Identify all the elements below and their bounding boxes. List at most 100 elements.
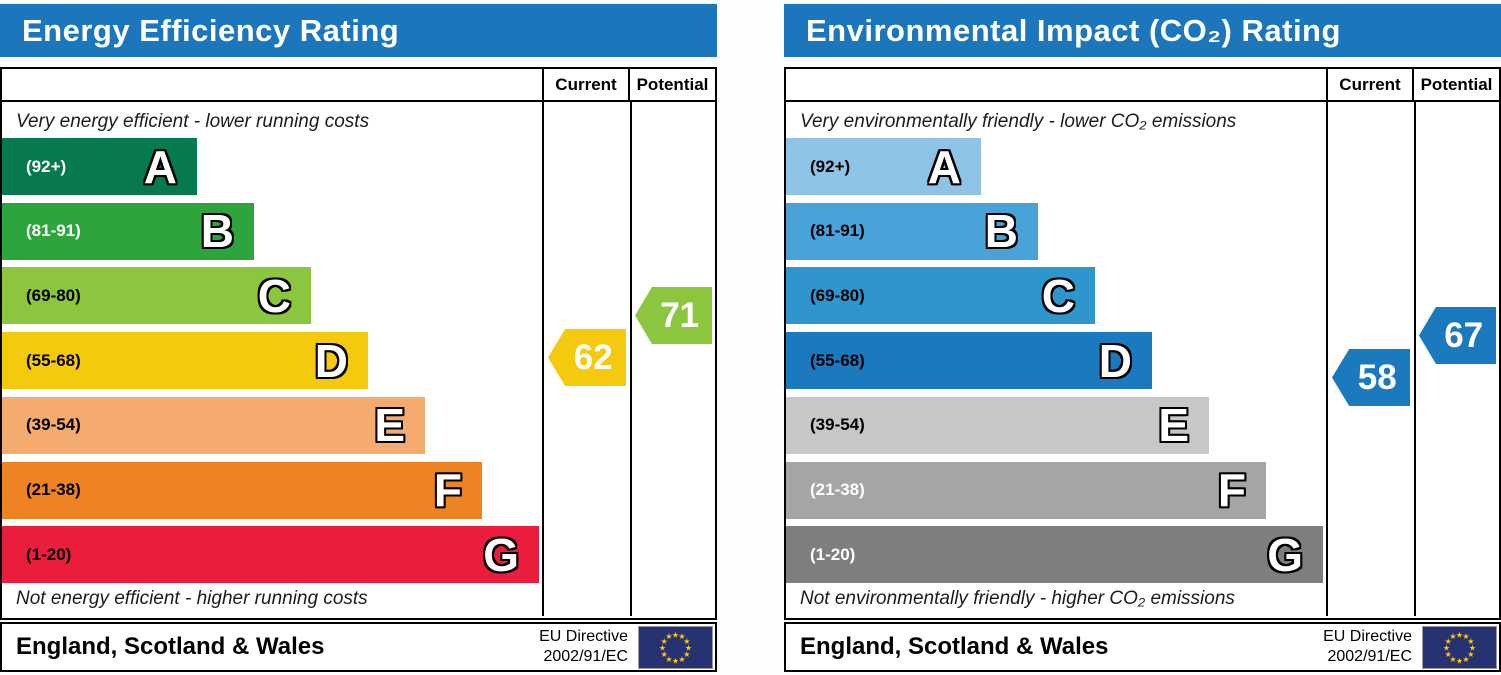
band-letter: G (483, 528, 519, 581)
eu-flag-icon: ★ ★ ★ ★ ★ ★ ★ ★ ★ ★ ★ ★ (1422, 625, 1497, 669)
co2-chart-title: Environmental Impact (CO₂) Rating (806, 12, 1341, 48)
rating-band-d: (55-68) D (786, 332, 1152, 390)
band-range-label: (55-68) (810, 350, 865, 370)
co2-potential-column-divider (1414, 102, 1416, 616)
band-range-label: (69-80) (810, 285, 865, 305)
svg-text:★: ★ (683, 650, 690, 659)
band-letter: E (374, 399, 405, 452)
co2-region-label: England, Scotland & Wales (800, 633, 1109, 660)
band-range-label: (1-20) (26, 544, 72, 564)
svg-text:★: ★ (665, 632, 672, 641)
band-range-label: (55-68) (26, 350, 81, 370)
band-range-label: (39-54) (26, 415, 81, 435)
band-letter: C (257, 269, 291, 322)
co2-rating-table: Current Potential Very environmentally f… (784, 67, 1501, 620)
band-letter: G (1267, 528, 1303, 581)
energy-current-column-divider (542, 102, 544, 616)
svg-text:★: ★ (1462, 654, 1469, 663)
energy-table-header: Current Potential (2, 69, 715, 102)
band-letter: F (433, 464, 462, 516)
band-letter: B (200, 205, 234, 258)
energy-rating-body: Very energy efficient - lower running co… (2, 102, 715, 616)
co2-current-rating-arrow: 58 (1332, 349, 1410, 406)
svg-text:★: ★ (1467, 637, 1474, 646)
band-range-label: (1-20) (810, 544, 856, 564)
band-letter: D (314, 334, 348, 387)
energy-current-rating-value: 62 (573, 337, 613, 377)
co2-title-bar: Environmental Impact (CO₂) Rating (784, 4, 1501, 57)
energy-efficiency-chart: Energy Efficiency Rating Current Potenti… (0, 0, 717, 675)
svg-text:★: ★ (1449, 654, 1456, 663)
svg-text:★: ★ (678, 654, 685, 663)
svg-text:★: ★ (659, 643, 666, 652)
eu-flag-icon: ★ ★ ★ ★ ★ ★ ★ ★ ★ ★ ★ ★ (638, 625, 713, 669)
svg-text:★: ★ (661, 637, 668, 646)
svg-text:★: ★ (1467, 650, 1474, 659)
band-range-label: (39-54) (810, 415, 865, 435)
co2-header-spacer (786, 69, 1326, 100)
band-letter: D (1098, 334, 1132, 387)
rating-band-e: (39-54) E (2, 396, 425, 454)
energy-eu-directive-label: EU Directive 2002/91/EC (539, 628, 628, 665)
svg-text:★: ★ (672, 630, 679, 639)
environmental-impact-chart: Environmental Impact (CO₂) Rating Curren… (784, 0, 1501, 675)
energy-chart-title: Energy Efficiency Rating (22, 12, 400, 48)
energy-title-bar: Energy Efficiency Rating (0, 4, 717, 57)
rating-band-e: (39-54) E (786, 396, 1209, 454)
svg-text:★: ★ (665, 654, 672, 663)
band-letter: F (1217, 464, 1246, 516)
svg-text:★: ★ (1456, 630, 1463, 639)
rating-band-a: (92+) A (2, 138, 197, 195)
band-range-label: (81-91) (810, 221, 865, 241)
svg-text:★: ★ (1462, 632, 1469, 641)
svg-text:★: ★ (1469, 643, 1476, 652)
rating-band-c: (69-80) C (2, 267, 311, 325)
svg-text:★: ★ (678, 632, 685, 641)
svg-text:★: ★ (683, 637, 690, 646)
energy-current-column-header: Current (542, 69, 628, 100)
rating-band-f: (21-38) F (786, 461, 1266, 519)
rating-band-g: (1-20) G (2, 526, 539, 584)
svg-text:★: ★ (1445, 637, 1452, 646)
rating-band-b: (81-91) B (786, 202, 1038, 260)
co2-potential-rating-arrow: 67 (1419, 307, 1496, 364)
band-letter: C (1041, 269, 1075, 322)
rating-band-b: (81-91) B (2, 202, 254, 260)
co2-rating-body: Very environmentally friendly - lower CO… (786, 102, 1499, 616)
rating-band-a: (92+) A (786, 138, 981, 195)
band-range-label: (21-38) (810, 480, 865, 499)
svg-text:★: ★ (672, 656, 679, 665)
band-letter: E (1158, 399, 1189, 452)
energy-header-spacer (2, 69, 542, 100)
rating-band-d: (55-68) D (2, 332, 368, 390)
energy-potential-rating-arrow: 71 (635, 287, 712, 344)
co2-bottom-note: Not environmentally friendly - higher CO… (800, 588, 1235, 609)
band-range-label: (81-91) (26, 221, 81, 241)
co2-table-header: Current Potential (786, 69, 1499, 102)
co2-current-column-divider (1326, 102, 1328, 616)
band-range-label: (92+) (810, 156, 851, 176)
band-range-label: (69-80) (26, 285, 81, 305)
svg-text:★: ★ (1449, 632, 1456, 641)
energy-potential-rating-value: 71 (660, 295, 700, 335)
rating-band-g: (1-20) G (786, 526, 1323, 584)
energy-potential-column-divider (630, 102, 632, 616)
svg-text:★: ★ (1443, 643, 1450, 652)
co2-top-note: Very environmentally friendly - lower CO… (800, 111, 1237, 132)
band-letter: A (927, 140, 961, 193)
energy-current-rating-arrow: 62 (548, 329, 626, 386)
energy-rating-table: Current Potential Very energy efficient … (0, 67, 717, 620)
band-range-label: (92+) (26, 156, 67, 176)
co2-potential-rating-value: 67 (1444, 315, 1484, 355)
energy-chart-footer: England, Scotland & Wales EU Directive 2… (0, 622, 717, 672)
svg-text:★: ★ (1445, 650, 1452, 659)
co2-current-rating-value: 58 (1357, 357, 1397, 397)
svg-text:★: ★ (685, 643, 692, 652)
co2-chart-footer: England, Scotland & Wales EU Directive 2… (784, 622, 1501, 672)
energy-top-note: Very energy efficient - lower running co… (16, 111, 370, 132)
energy-bottom-note: Not energy efficient - higher running co… (16, 588, 368, 609)
rating-band-f: (21-38) F (2, 461, 482, 519)
co2-potential-column-header: Potential (1412, 69, 1499, 100)
energy-potential-column-header: Potential (628, 69, 715, 100)
